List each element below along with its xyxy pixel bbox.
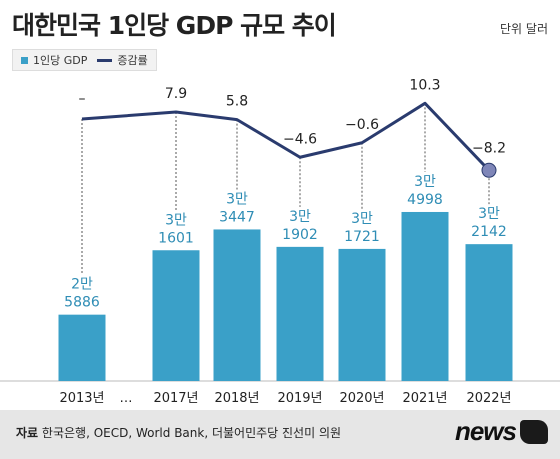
rate-point-last — [481, 162, 497, 178]
bar — [338, 248, 386, 381]
brand-badge-icon — [520, 420, 548, 444]
bar-label-bottom: 1721 — [344, 229, 380, 245]
legend-swatch-line — [97, 58, 113, 62]
footer: 자료 한국은행, OECD, World Bank, 더불어민주당 진선미 의원… — [0, 410, 560, 459]
rate-label: −8.2 — [472, 140, 506, 156]
bar-label-bottom: 3447 — [219, 209, 255, 225]
source-line: 자료 한국은행, OECD, World Bank, 더불어민주당 진선미 의원 — [16, 424, 341, 441]
bar-label-top: 2만 — [71, 277, 93, 293]
x-tick-label: 2013년 — [59, 391, 104, 406]
rate-label: −0.6 — [345, 117, 379, 133]
rate-label: 5.8 — [226, 94, 248, 110]
legend-item-bar: 1인당 GDP — [21, 52, 87, 68]
rate-label: 7.9 — [165, 86, 187, 102]
bar-label-top: 3만 — [351, 211, 373, 227]
source-label: 자료 — [16, 426, 39, 440]
source-text: 한국은행, OECD, World Bank, 더불어민주당 진선미 의원 — [41, 426, 342, 440]
bar-label-top: 3만 — [226, 191, 248, 207]
rate-label: −4.6 — [283, 131, 317, 147]
chart-title: 대한민국 1인당 GDP 규모 추이 — [12, 11, 337, 40]
rate-line — [81, 101, 491, 172]
bar — [58, 314, 106, 381]
unit-label: 단위 달러 — [500, 22, 548, 36]
bar-label-bottom: 1601 — [158, 230, 194, 246]
bar — [401, 211, 449, 381]
bar-label-bottom: 1902 — [282, 227, 318, 243]
bar — [152, 250, 200, 381]
bar-label-bottom: 4998 — [407, 192, 443, 208]
bar — [213, 229, 261, 381]
bar-label-top: 3만 — [289, 209, 311, 225]
x-tick-label: 2018년 — [214, 391, 259, 406]
bar-label-top: 3만 — [165, 212, 187, 228]
legend-label-bar: 1인당 GDP — [33, 54, 88, 67]
legend-swatch-bar — [21, 56, 28, 64]
rate-label: – — [79, 91, 86, 107]
brand-logo: news — [454, 416, 517, 446]
bar-label-top: 3만 — [478, 206, 500, 222]
legend-item-line: 증감률 — [97, 52, 148, 68]
bar-label-bottom: 2142 — [471, 224, 507, 240]
x-tick-label: 2020년 — [339, 391, 384, 406]
x-tick-label: 2017년 — [153, 391, 198, 406]
x-gap-marker: … — [120, 391, 133, 406]
bar-label-top: 3만 — [414, 174, 436, 190]
bar — [465, 244, 513, 381]
rate-label: 10.3 — [409, 77, 440, 93]
x-tick-label: 2022년 — [466, 391, 511, 406]
bar-label-bottom: 5886 — [64, 295, 100, 311]
legend-label-line: 증감률 — [117, 54, 148, 67]
x-tick-label: 2021년 — [402, 391, 447, 406]
legend: 1인당 GDP 증감률 — [12, 49, 157, 71]
x-tick-label: 2019년 — [277, 391, 322, 406]
bar — [276, 246, 324, 381]
chart-svg: 2만 5886 2013년 3만 1601 2017년 3만 3447 2018년 3만 1902 2… — [0, 77, 560, 406]
